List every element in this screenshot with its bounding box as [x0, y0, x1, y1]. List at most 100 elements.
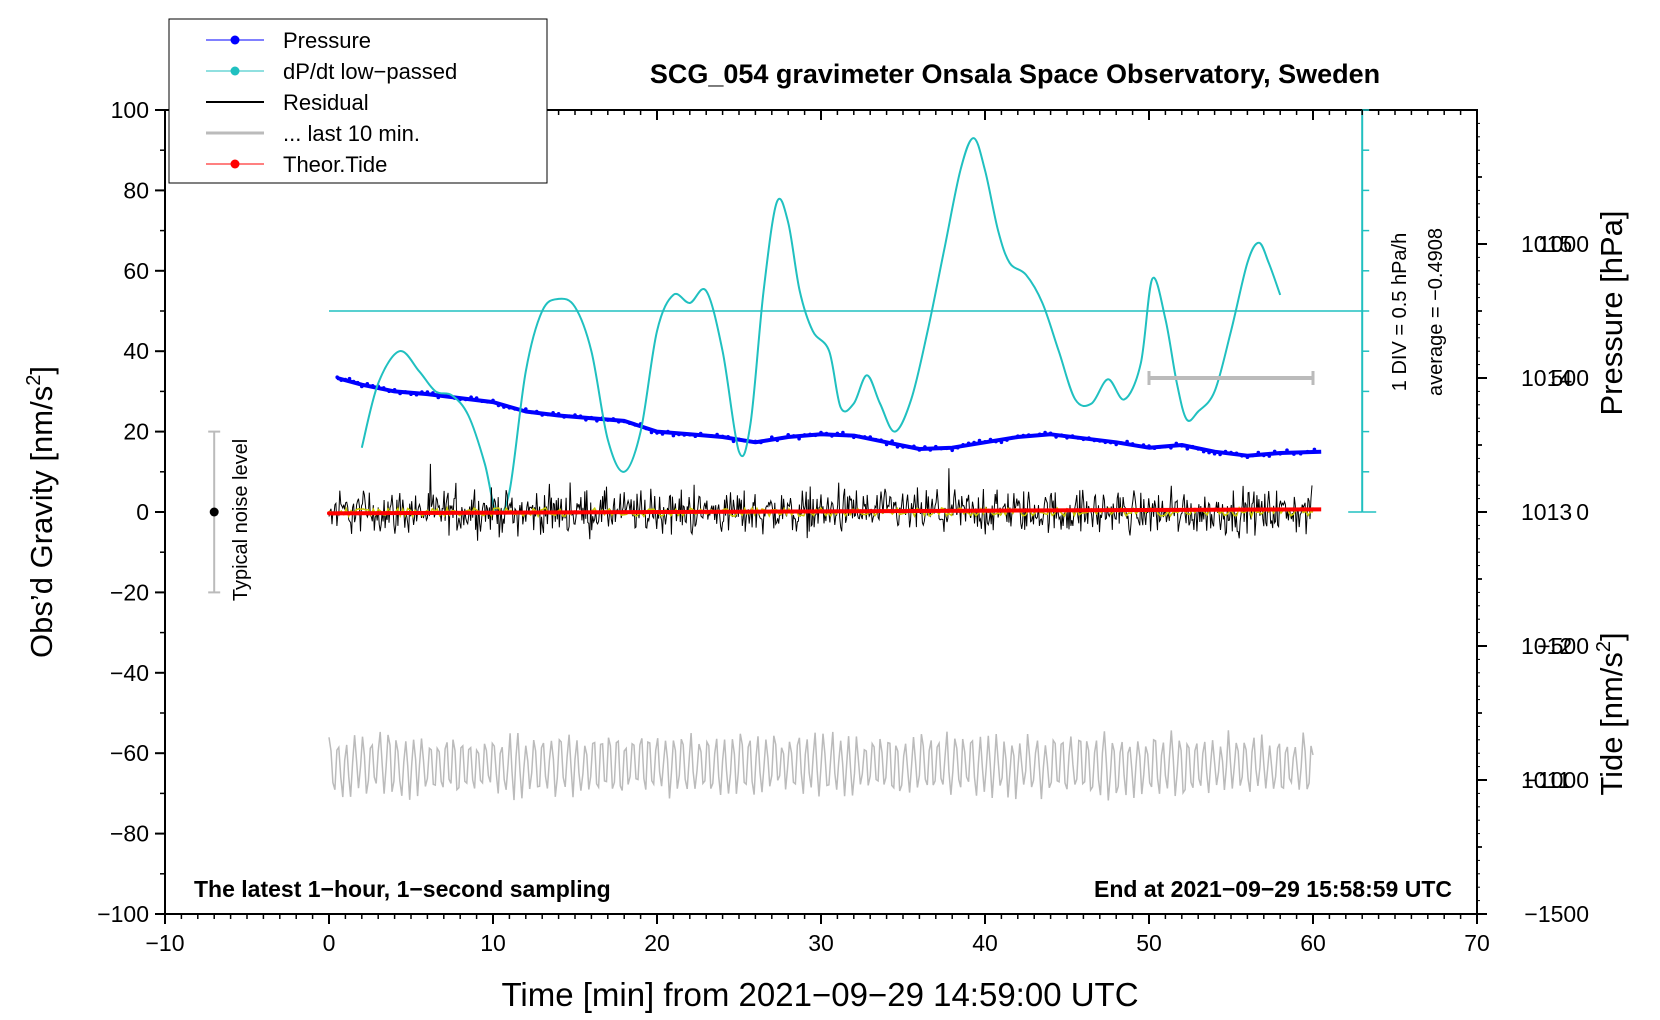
- tide-point: [671, 509, 676, 514]
- pressure-axis-title: Pressure [hPa]: [1594, 210, 1629, 415]
- pressure-point: [351, 379, 356, 384]
- pressure-point: [813, 433, 818, 438]
- pressure-point: [485, 400, 490, 404]
- pressure-point: [1223, 449, 1228, 454]
- pressure-point: [1108, 440, 1113, 445]
- pressure-point: [649, 430, 654, 435]
- pressure-point: [1245, 455, 1250, 460]
- pressure-point: [939, 446, 944, 451]
- pressure-point: [474, 396, 479, 400]
- x-tick-label: 20: [644, 930, 670, 956]
- pressure-point: [355, 380, 360, 385]
- pressure-point: [1229, 450, 1233, 455]
- tide-point: [1163, 508, 1168, 512]
- pressure-point: [1136, 444, 1140, 448]
- tide-point: [907, 509, 912, 513]
- pressure-point: [944, 446, 949, 451]
- pressure-point: [830, 434, 834, 438]
- pressure-point: [879, 438, 883, 443]
- footer-right-label: End at 2021−09−29 15:58:59 UTC: [1094, 876, 1452, 902]
- tide-point: [740, 509, 745, 514]
- pressure-point: [616, 420, 621, 424]
- pressure-point: [917, 448, 922, 452]
- pressure-point: [824, 431, 829, 436]
- tide-point: [395, 511, 400, 516]
- pressure-point: [1305, 449, 1310, 454]
- pressure-point: [370, 384, 375, 388]
- y-tick-label: 100: [111, 97, 149, 123]
- tide-tick-label: −500: [1537, 633, 1589, 659]
- y-tick-label: −40: [110, 660, 149, 686]
- tide-point: [533, 510, 538, 515]
- pressure-point: [726, 435, 730, 439]
- tide-point: [641, 510, 646, 515]
- tide-point: [1192, 507, 1197, 512]
- tide-point: [1104, 508, 1109, 513]
- pressure-tick-label: 1014: [1521, 365, 1572, 391]
- noise-level-label: Typical noise level: [230, 439, 252, 601]
- average-label: average = −0.4908: [1425, 228, 1447, 396]
- tide-point: [1281, 507, 1286, 512]
- pressure-point: [1021, 433, 1026, 438]
- tide-point: [622, 510, 627, 515]
- tide-point: [858, 509, 863, 514]
- pressure-point: [797, 436, 801, 441]
- tide-point: [1055, 508, 1060, 513]
- tide-point: [946, 508, 951, 513]
- tide-point: [730, 509, 735, 514]
- pressure-point: [562, 415, 566, 419]
- tide-tick-label: −1000: [1524, 767, 1589, 793]
- pressure-point: [1103, 440, 1108, 445]
- pressure-point: [1201, 449, 1206, 454]
- pressure-point: [890, 439, 894, 443]
- pressure-point: [912, 444, 916, 449]
- pressure-point: [764, 438, 769, 443]
- y-tick-label: 60: [123, 258, 149, 284]
- tide-point: [425, 510, 430, 515]
- y-axis-title-close: ]: [24, 366, 59, 375]
- pressure-point: [835, 431, 840, 436]
- tide-point: [1065, 508, 1069, 513]
- tide-point: [1242, 507, 1247, 512]
- tide-point: [1252, 507, 1256, 512]
- legend-marker: [230, 159, 240, 169]
- pressure-point: [972, 440, 976, 445]
- pressure-point: [1147, 444, 1151, 448]
- pressure-point: [1081, 437, 1086, 442]
- tide-point: [366, 511, 371, 516]
- pressure-point: [1267, 454, 1272, 458]
- pressure-point: [584, 418, 588, 422]
- tide-tick-label: 0: [1576, 499, 1589, 525]
- pressure-point: [540, 413, 544, 417]
- legend-label: Residual: [283, 90, 369, 115]
- tide-point: [632, 510, 636, 515]
- pressure-point: [360, 384, 364, 389]
- tide-point: [887, 509, 892, 514]
- pressure-point: [606, 418, 610, 422]
- pressure-point: [578, 414, 583, 419]
- pressure-point: [387, 389, 391, 394]
- pressure-point: [977, 438, 982, 443]
- tide-point: [1153, 508, 1158, 512]
- tide-point: [1291, 507, 1296, 512]
- legend-marker: [230, 66, 240, 76]
- x-tick-label: 10: [480, 930, 506, 956]
- pressure-point: [884, 442, 889, 447]
- tide-point: [336, 511, 341, 516]
- pressure-point: [545, 412, 550, 417]
- pressure-point: [491, 398, 495, 403]
- tide-point: [612, 510, 617, 515]
- pressure-point: [709, 434, 714, 438]
- pressure-point: [742, 439, 747, 443]
- pressure-tick-label: 1015: [1521, 231, 1572, 257]
- pressure-point: [567, 414, 572, 419]
- pressure-point: [1098, 439, 1102, 443]
- tide-point: [1084, 508, 1089, 513]
- pressure-point: [513, 407, 517, 411]
- pressure-point: [660, 432, 665, 436]
- pressure-point: [469, 395, 473, 400]
- tide-point: [1311, 507, 1315, 512]
- tide-point: [454, 510, 459, 515]
- y-tick-label: −100: [97, 901, 149, 927]
